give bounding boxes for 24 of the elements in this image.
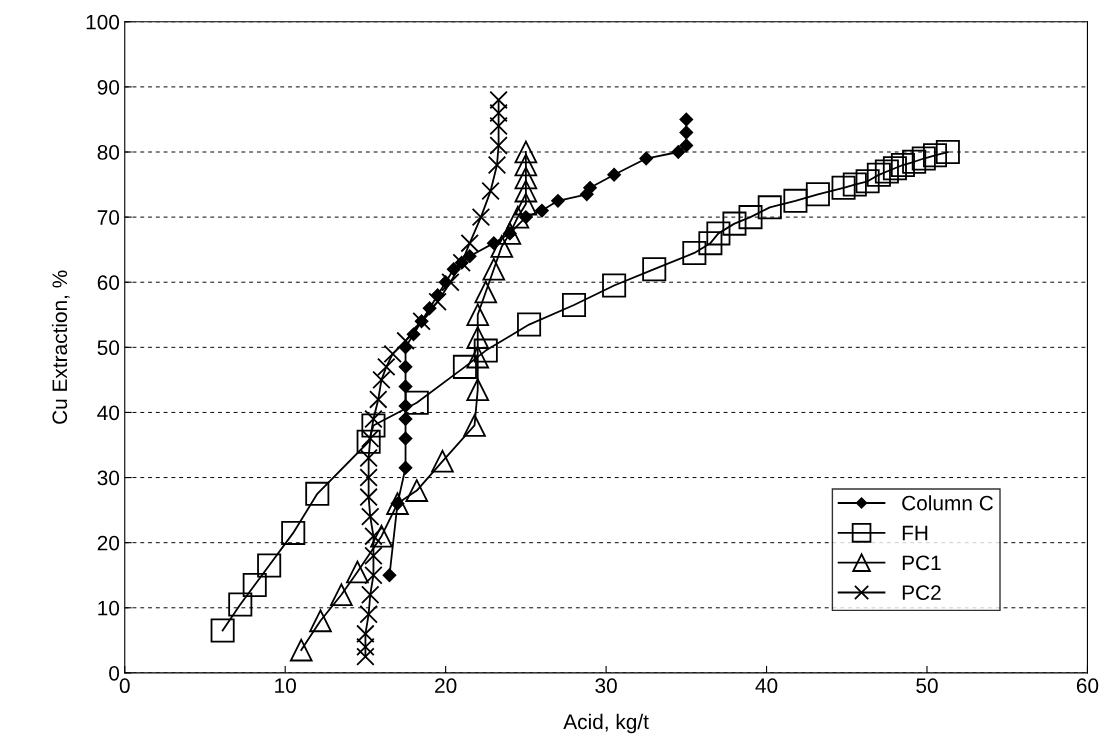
legend-label: PC1 [902, 555, 941, 571]
y-tick-label: 50 [97, 340, 120, 356]
y-tick-label: 10 [98, 600, 120, 616]
x-tick-label: 20 [435, 678, 457, 694]
y-tick-label: 40 [97, 405, 120, 421]
x-axis-title: Acid, kg/t [563, 713, 649, 734]
y-tick-label: 60 [97, 275, 120, 290]
x-tick-label: 0 [119, 678, 130, 694]
x-tick-label: 60 [1076, 678, 1099, 694]
x-tick-label: 40 [755, 678, 778, 694]
y-tick-label: 80 [97, 145, 120, 160]
legend-label: Column C [902, 495, 993, 511]
legend-label: FH [902, 525, 928, 541]
y-axis-title: Cu Extraction, % [51, 270, 70, 424]
x-tick-label: 10 [275, 678, 296, 694]
x-tick-label: 30 [595, 678, 617, 694]
legend-label: PC2 [902, 585, 941, 601]
y-tick-label: 100 [86, 14, 120, 30]
x-tick-label: 50 [916, 678, 938, 694]
y-tick-label: 20 [97, 535, 120, 551]
y-tick-label: 70 [97, 210, 120, 225]
y-tick-label: 30 [97, 470, 120, 486]
y-tick-label: 0 [109, 665, 120, 681]
y-tick-label: 90 [97, 79, 120, 95]
